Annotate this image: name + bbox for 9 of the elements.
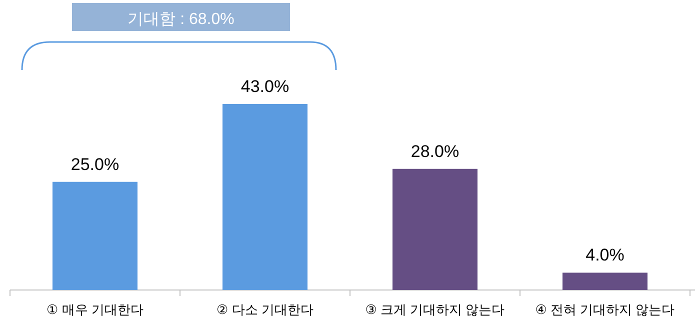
data-label: 25.0% (70, 154, 120, 174)
x-tick-label: ① 매우 기대한다 (46, 302, 144, 317)
data-label: 43.0% (240, 77, 290, 96)
text: 기대함 : 68.0% (128, 11, 234, 28)
x-tick-label: ④ 전혀 기대하지 않는다 (535, 302, 675, 317)
x-tick-label: ③ 크게 기대하지 않는다 (365, 302, 505, 317)
x-tick-label: ② 다소 기대한다 (216, 302, 314, 317)
data-label: 28.0% (410, 142, 460, 161)
data-label: 4.0% (586, 246, 624, 265)
